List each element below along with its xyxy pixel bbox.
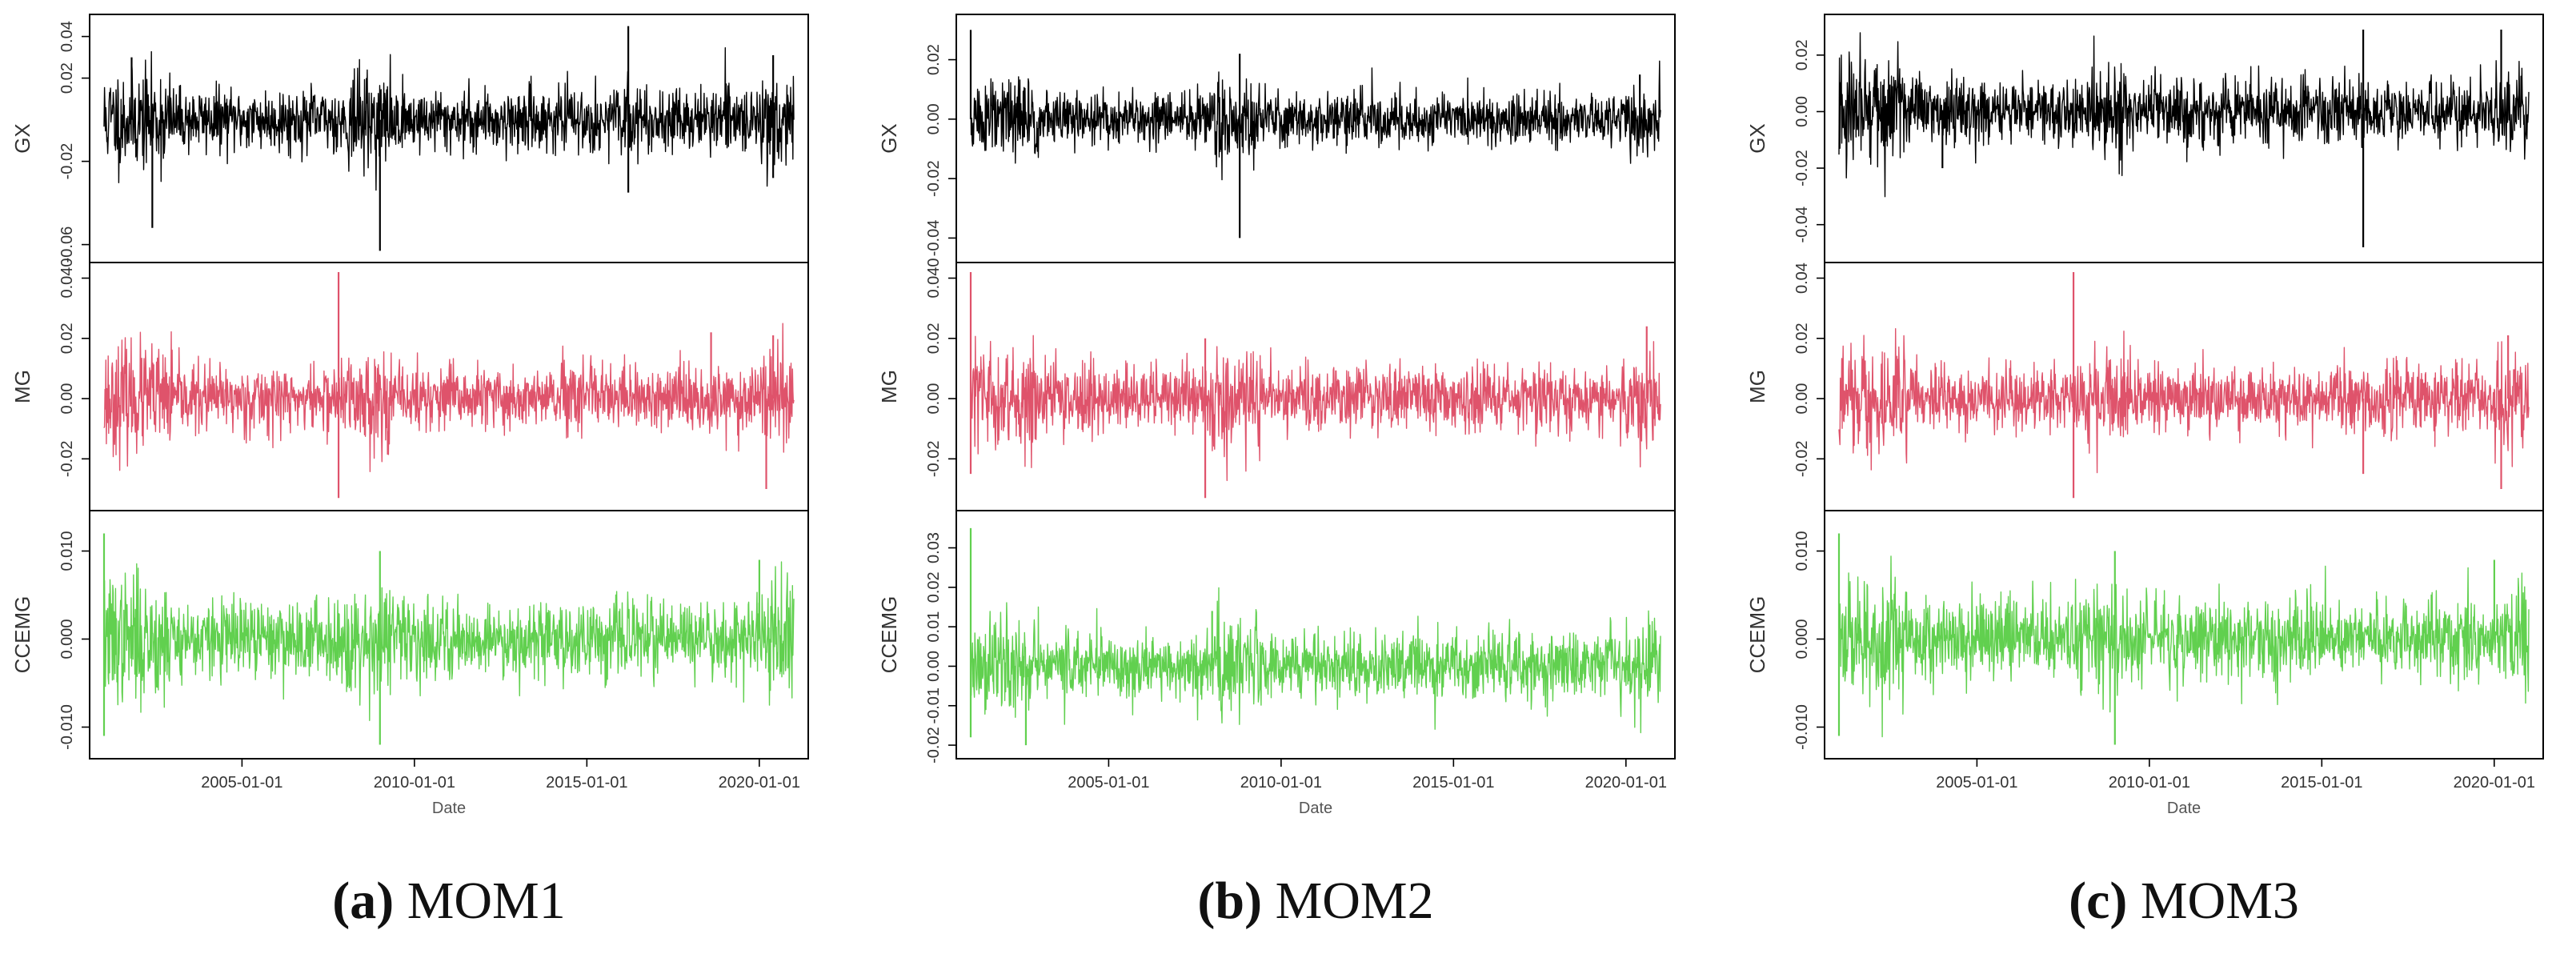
y-tick-label: 0.02: [1793, 323, 1811, 354]
x-axis: 2005-01-01 2010-01-01 2015-01-01 2020-01-01…: [1068, 759, 1667, 817]
x-tick-label: 2010-01-01: [2109, 774, 2190, 792]
series-mg-line: [103, 323, 795, 472]
panel-c: GX -0.04 -0.02 0.00 0.02 MG -0.02 0.00 0.02 0.04 C…: [1745, 14, 2544, 930]
y-axis-label: CCEMG: [10, 596, 34, 674]
y-tick-label: 0.02: [925, 323, 943, 354]
y-tick-label: -0.02: [1793, 441, 1811, 478]
y-tick-label: 0.040: [925, 258, 943, 298]
row-mg: MG -0.02 0.00 0.02 0.04: [1745, 263, 2530, 499]
y-tick-label: 0.000: [1793, 619, 1811, 659]
x-tick-label: 2005-01-01: [201, 774, 282, 792]
y-tick-label: 0.04: [1793, 263, 1811, 294]
y-tick-label: 0.02: [58, 323, 76, 354]
panel-caption: (a) MOM1: [332, 872, 566, 930]
y-tick-label: -0.02: [58, 143, 76, 180]
y-tick-label: -0.04: [925, 220, 943, 257]
series-ccemg-line: [970, 587, 1661, 734]
y-tick-label: 0.02: [1793, 39, 1811, 70]
y-axis-label: GX: [10, 123, 34, 154]
caption-text: MOM3: [2127, 872, 2299, 930]
y-tick-label: -0.010: [1793, 704, 1811, 750]
y-tick-label: 0.02: [925, 44, 943, 75]
y-tick-label: 0.00: [1793, 383, 1811, 415]
x-tick-label: 2020-01-01: [1585, 774, 1667, 792]
series-gx-line: [1838, 32, 2530, 198]
x-tick-label: 2005-01-01: [1936, 774, 2017, 792]
series-mg-line: [1838, 328, 2530, 474]
y-tick-label: 0.00: [925, 383, 943, 415]
row-mg: MG -0.02 0.00 0.02 0.040: [10, 258, 795, 499]
y-tick-label: -0.010: [58, 704, 76, 750]
series-gx-line: [970, 60, 1661, 181]
caption-text: MOM2: [1262, 872, 1434, 930]
row-mg: MG -0.02 0.00 0.02 0.040: [877, 258, 1661, 499]
row-gx: GX -0.06 -0.02 0.02 0.04: [10, 21, 795, 263]
y-tick-label: -0.04: [1793, 206, 1811, 243]
y-tick-label: -0.01: [925, 687, 943, 724]
row-gx: GX -0.04 -0.02 0.00 0.02: [1745, 30, 2530, 247]
x-tick-label: 2020-01-01: [719, 774, 800, 792]
x-tick-label: 2015-01-01: [1412, 774, 1494, 792]
panel-caption: (b) MOM2: [1197, 872, 1433, 930]
y-tick-label: 0.00: [925, 103, 943, 134]
y-axis-label: MG: [1745, 370, 1769, 403]
series-ccemg-line: [103, 561, 795, 721]
row-ccemg: CCEMG -0.010 0.000 0.010: [1745, 531, 2530, 750]
panel-caption: (c) MOM3: [2069, 872, 2299, 930]
caption-text: MOM1: [394, 872, 566, 930]
y-tick-label: -0.02: [925, 727, 943, 764]
x-axis: 2005-01-01 2010-01-01 2015-01-01 2020-01-01…: [201, 759, 800, 817]
series-gx-line: [103, 47, 795, 191]
x-axis-label: Date: [432, 800, 466, 817]
x-tick-label: 2010-01-01: [1240, 774, 1322, 792]
y-axis-label: MG: [10, 370, 34, 403]
y-tick-label: 0.02: [58, 62, 76, 94]
caption-letter: (c): [2069, 872, 2127, 930]
y-tick-label: 0.040: [58, 258, 76, 298]
x-axis-label: Date: [1299, 800, 1332, 817]
y-tick-label: 0.000: [58, 619, 76, 659]
y-tick-label: 0.00: [1793, 96, 1811, 127]
y-tick-label: -0.02: [925, 160, 943, 197]
y-tick-label: -0.02: [925, 441, 943, 478]
y-tick-label: 0.010: [1793, 531, 1811, 571]
y-axis-label: CCEMG: [877, 596, 901, 674]
y-tick-label: 0.010: [58, 531, 76, 571]
y-tick-label: 0.00: [925, 651, 943, 682]
panel-a: GX -0.06 -0.02 0.02 0.04 MG -0.02 0.00 0.02 0.040…: [10, 14, 809, 930]
caption-letter: (a): [332, 872, 394, 930]
x-tick-label: 2015-01-01: [546, 774, 627, 792]
x-axis-label: Date: [2167, 800, 2201, 817]
y-tick-label: 0.01: [925, 611, 943, 643]
y-axis-label: CCEMG: [1745, 596, 1769, 674]
series-mg-line: [970, 335, 1661, 482]
x-axis: 2005-01-01 2010-01-01 2015-01-01 2020-01-01…: [1936, 759, 2535, 817]
x-tick-label: 2015-01-01: [2281, 774, 2362, 792]
series-ccemg-line: [1838, 555, 2530, 738]
y-axis-label: GX: [1745, 123, 1769, 154]
y-tick-label: 0.04: [58, 21, 76, 52]
x-tick-label: 2020-01-01: [2454, 774, 2535, 792]
y-axis-label: MG: [877, 370, 901, 403]
row-ccemg: CCEMG -0.010 0.000 0.010: [10, 531, 795, 750]
y-tick-label: -0.06: [58, 226, 76, 263]
row-ccemg: CCEMG -0.02 -0.01 0.00 0.01 0.02 0.03: [877, 527, 1661, 764]
y-axis-label: GX: [877, 123, 901, 154]
caption-letter: (b): [1197, 872, 1262, 930]
y-tick-label: 0.03: [925, 532, 943, 563]
y-tick-label: 0.00: [58, 383, 76, 415]
panel-b: GX -0.04 -0.02 0.00 0.02 MG -0.02 0.00 0.02 0.040…: [877, 14, 1676, 930]
y-tick-label: 0.02: [925, 571, 943, 603]
x-tick-label: 2010-01-01: [374, 774, 455, 792]
x-tick-label: 2005-01-01: [1068, 774, 1149, 792]
y-tick-label: -0.02: [1793, 150, 1811, 186]
y-tick-label: -0.02: [58, 441, 76, 478]
row-gx: GX -0.04 -0.02 0.00 0.02: [877, 30, 1661, 256]
